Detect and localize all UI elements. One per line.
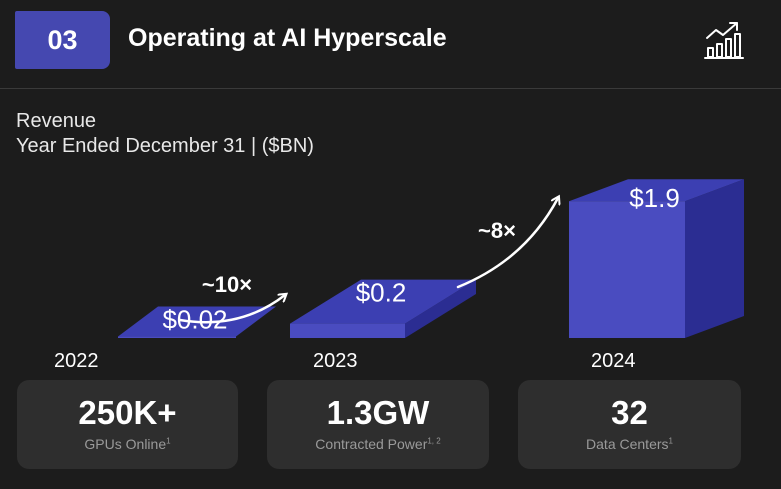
growth-label-2022-2023: ~10× (202, 272, 252, 297)
footnote-marker: 1 (166, 436, 171, 446)
year-label-2022: 2022 (54, 350, 99, 372)
stat-value: 1.3GW (326, 394, 430, 431)
bar-2023 (290, 323, 405, 338)
revenue-chart: $0.02 2022 $0.2 2023 $1.9 2024 ~10× ~8× (54, 179, 744, 372)
value-label-2024: $1.9 (629, 183, 680, 213)
growth-arrow-2022-2023 (178, 295, 285, 324)
bar-side-2024 (685, 179, 744, 338)
bar-side-2023 (405, 279, 476, 338)
bar-2024 (569, 201, 685, 338)
footnote-marker: 1 (668, 436, 673, 446)
bar-top-2024 (569, 179, 744, 202)
value-label-2023: $0.2 (356, 278, 407, 308)
footnote-marker: 1, 2 (427, 436, 441, 446)
stat-card-power: 1.3GW Contracted Power1, 2 (267, 380, 489, 469)
growth-label-2023-2024: ~8× (478, 218, 516, 243)
growth-chart-icon (704, 22, 744, 59)
bar-top-2023 (290, 279, 476, 324)
stat-card-gpus: 250K+ GPUs Online1 (17, 380, 238, 469)
stat-value: 250K+ (78, 394, 177, 431)
revenue-label: Revenue (16, 110, 97, 132)
page-title: Operating at AI Hyperscale (128, 24, 447, 52)
year-label-2024: 2024 (591, 350, 636, 372)
revenue-subtitle: Year Ended December 31 | ($BN) (16, 135, 314, 157)
stat-card-data-centers: 32 Data Centers1 (518, 380, 741, 469)
stat-label: GPUs Online1 (84, 436, 171, 452)
bar-2022 (118, 336, 236, 338)
stat-value: 32 (611, 394, 648, 431)
header: 03 Operating at AI Hyperscale (0, 0, 781, 89)
value-label-2022: $0.02 (162, 305, 227, 335)
stat-label: Contracted Power1, 2 (315, 436, 441, 452)
stat-label: Data Centers1 (586, 436, 673, 452)
year-label-2023: 2023 (313, 350, 358, 372)
growth-arrow-2023-2024 (456, 198, 558, 289)
section-number-badge: 03 (15, 11, 110, 69)
